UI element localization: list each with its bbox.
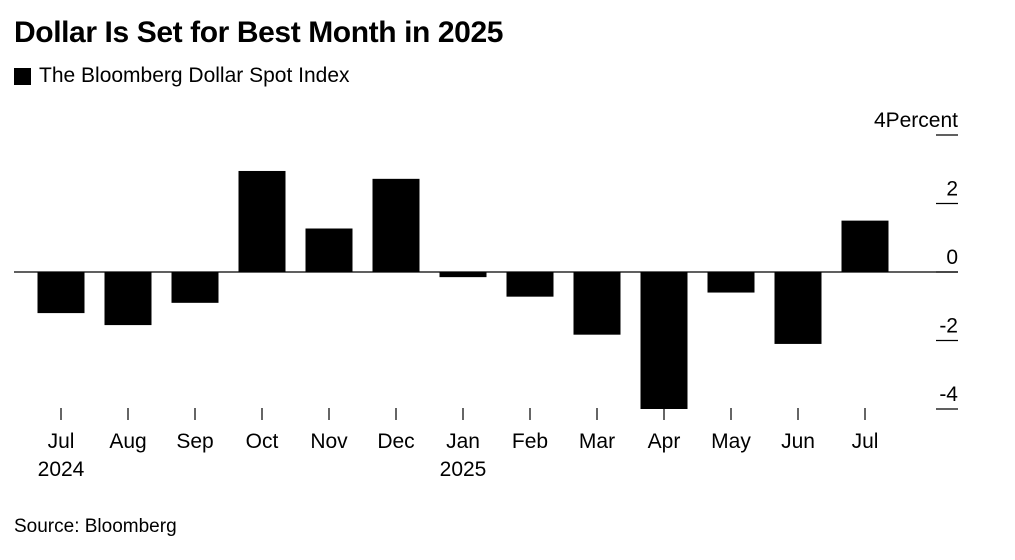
x-tick-label-6: Jan [446,430,480,453]
x-tick-label-10: May [711,430,751,453]
bar-oct-3 [238,170,286,272]
bar-aug-1 [104,272,152,326]
y-tick-label-0: 4Percent [874,109,958,132]
bar-jun-11 [774,272,822,344]
y-tick-label-1: 2 [946,178,958,201]
y-tick-label-4: -4 [939,383,958,406]
y-tick-label-3: -2 [939,315,958,338]
bar-sep-2 [171,272,219,303]
x-tick-label-9: Apr [648,430,681,453]
bar-jul-0 [37,272,85,314]
bar-mar-8 [573,272,621,335]
source-note: Source: Bloomberg [14,516,177,537]
x-tick-label-3: Oct [246,430,279,453]
x-year-label-2024: 2024 [38,458,85,481]
bar-apr-9 [640,272,688,409]
x-tick-label-8: Mar [579,430,615,453]
y-tick-label-2: 0 [946,246,958,269]
bar-jul-12 [841,220,889,272]
x-tick-label-7: Feb [512,430,548,453]
bar-dec-5 [372,178,420,272]
chart-title: Dollar Is Set for Best Month in 2025 [14,16,504,49]
x-tick-label-12: Jul [852,430,879,453]
x-year-label-2025: 2025 [440,458,487,481]
x-tick-label-11: Jun [781,430,815,453]
x-tick-label-2: Sep [176,430,213,453]
bar-jan-6 [439,272,487,278]
bar-feb-7 [506,272,554,297]
legend: The Bloomberg Dollar Spot Index [14,64,350,88]
legend-swatch [14,67,31,85]
x-tick-label-1: Aug [109,430,146,453]
x-tick-label-4: Nov [310,430,348,453]
x-tick-label-5: Dec [377,430,414,453]
bar-nov-4 [305,228,353,272]
bar-may-10 [707,272,755,293]
legend-label: The Bloomberg Dollar Spot Index [39,64,350,87]
x-tick-label-0: Jul [48,430,75,453]
